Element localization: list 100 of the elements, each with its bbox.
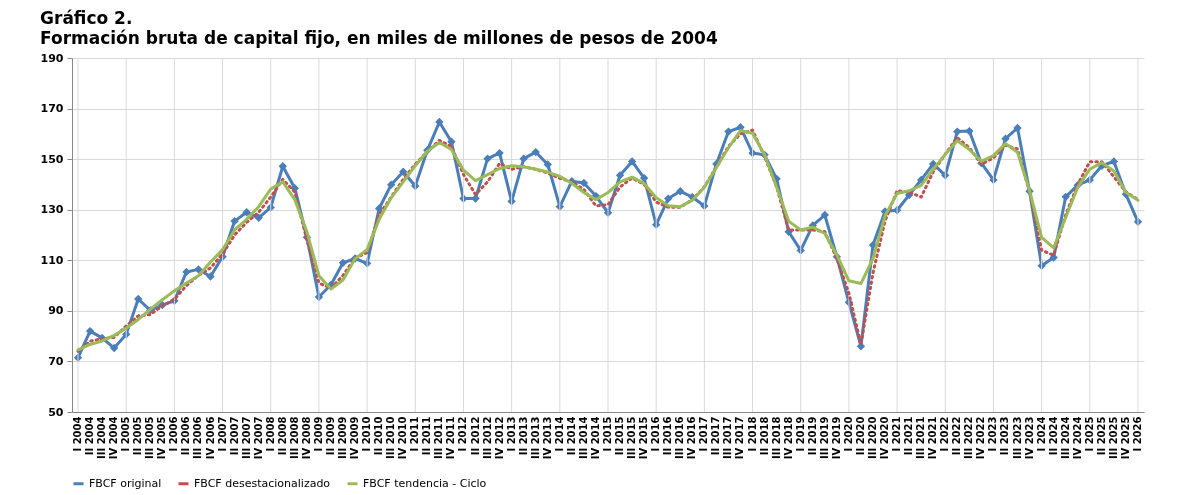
x-tick-label: IV 2013 [541, 416, 553, 460]
x-tick-label: II 2023 [999, 416, 1011, 456]
x-tick-label: IV 2014 [589, 416, 601, 460]
x-tick-label: III 2012 [481, 416, 493, 459]
legend-label: FBCF tendencia - Ciclo [363, 476, 487, 490]
x-tick-label: III 2014 [577, 416, 589, 459]
x-tick-label: II 2018 [758, 416, 770, 456]
y-tick-label: 50 [48, 405, 64, 419]
y-tick-label: 170 [40, 102, 64, 116]
x-tick-label: I 2019 [794, 416, 806, 452]
x-tick-label: III 2010 [385, 416, 397, 459]
x-tick-label: III 2011 [433, 416, 445, 459]
x-tick-label: I 2006 [168, 416, 180, 452]
x-tick-label: IV 2010 [397, 416, 409, 460]
x-tick-label: I 2009 [312, 416, 324, 452]
x-tick-label: III 2018 [770, 416, 782, 459]
x-tick-label: III 2022 [963, 416, 975, 459]
x-tick-label: III 2015 [626, 416, 638, 459]
x-tick-label: IV 2024 [1071, 416, 1083, 460]
x-tick-label: I 2013 [505, 416, 517, 452]
x-tick-label: IV 2021 [927, 416, 939, 460]
x-tick-label: I 2011 [409, 416, 421, 452]
x-tick-label: III 2023 [1011, 416, 1023, 459]
x-tick-label: II 2015 [614, 416, 626, 456]
x-tick-label: III 2005 [144, 416, 156, 459]
legend-label: FBCF original [89, 476, 162, 490]
x-tick-label: IV 2009 [349, 416, 361, 460]
x-tick-label: I 2026 [1131, 416, 1143, 452]
x-tick-label: III 2013 [529, 416, 541, 459]
x-tick-label: I 2018 [746, 416, 758, 452]
x-tick-label: I 2010 [361, 416, 373, 452]
x-tick-label: I 2016 [650, 416, 662, 452]
x-tick-label: IV 2008 [300, 416, 312, 460]
x-tick-label: IV 2005 [156, 416, 168, 460]
x-tick-label: I 2007 [216, 416, 228, 452]
x-tick-label: III 2016 [674, 416, 686, 459]
x-tick-label: III 2020 [866, 416, 878, 459]
x-tick-label: II 2007 [228, 416, 240, 456]
x-tick-label: III 2017 [722, 416, 734, 459]
x-tick-label: IV 2023 [1023, 416, 1035, 460]
x-tick-label: II 2025 [1095, 416, 1107, 456]
x-tick-label: III 2006 [192, 416, 204, 459]
x-tick-label: IV 2020 [879, 416, 891, 460]
x-tick-label: IV 2022 [975, 416, 987, 460]
x-tick-label: I 2022 [939, 416, 951, 452]
x-tick-label: II 2009 [324, 416, 336, 456]
x-tick-label: I 2025 [1083, 416, 1095, 452]
x-tick-label: II 2004 [84, 416, 96, 456]
x-tick-label: II 2005 [132, 416, 144, 456]
x-tick-label: I 2015 [602, 416, 613, 452]
x-tick-label: I 2021 [891, 416, 903, 452]
x-tick-label: II 2021 [903, 416, 915, 456]
x-tick-label: I 2008 [264, 416, 276, 452]
y-tick-label: 130 [40, 203, 64, 217]
x-tick-label: IV 2006 [204, 416, 216, 460]
x-tick-label: II 2011 [421, 416, 433, 456]
x-tick-label: I 2012 [457, 416, 469, 452]
x-tick-label: I 2020 [842, 416, 854, 452]
x-tick-label: III 2021 [915, 416, 927, 459]
x-tick-label: II 2008 [276, 416, 288, 456]
x-tick-label: II 2016 [662, 416, 674, 456]
y-tick-label: 70 [48, 354, 64, 368]
x-tick-label: IV 2025 [1119, 416, 1131, 460]
x-tick-label: IV 2015 [638, 416, 650, 460]
x-tick-label: I 2017 [698, 416, 710, 452]
x-tick-label: II 2017 [710, 416, 722, 456]
x-tick-label: II 2014 [565, 416, 577, 456]
chart-subtitle: Formación bruta de capital fijo, en miles de millones de pesos de 2004 [40, 28, 718, 48]
y-tick-label: 90 [48, 304, 64, 318]
x-tick-label: IV 2018 [782, 416, 794, 460]
x-tick-label: I 2014 [553, 416, 565, 452]
legend-label: FBCF desestacionalizado [194, 476, 331, 490]
y-tick-label: 110 [40, 253, 64, 267]
x-tick-label: IV 2012 [493, 416, 505, 460]
x-tick-label: IV 2011 [445, 416, 457, 460]
x-tick-label: II 2012 [469, 416, 481, 456]
x-tick-label: III 2024 [1059, 416, 1071, 459]
x-tick-label: III 2008 [288, 416, 300, 459]
x-tick-label: III 2009 [337, 416, 349, 459]
y-tick-label: 150 [40, 152, 64, 166]
x-tick-label: III 2019 [818, 416, 830, 459]
x-tick-label: IV 2019 [830, 416, 842, 460]
chart-title: Gráfico 2. [40, 8, 133, 28]
x-tick-label: II 2010 [373, 416, 385, 456]
y-tick-label: 190 [40, 51, 64, 65]
x-tick-label: IV 2007 [252, 416, 264, 460]
x-tick-label: I 2024 [1035, 416, 1047, 452]
x-tick-label: II 2006 [180, 416, 192, 456]
x-tick-label: III 2007 [240, 416, 252, 459]
x-tick-label: I 2004 [72, 416, 84, 452]
x-tick-label: IV 2017 [734, 416, 746, 460]
x-tick-label: II 2024 [1047, 416, 1059, 456]
x-tick-label: II 2022 [951, 416, 963, 456]
x-tick-label: IV 2004 [108, 416, 120, 460]
x-tick-label: II 2013 [517, 416, 529, 456]
x-tick-label: I 2023 [987, 416, 999, 452]
x-tick-label: III 2025 [1107, 416, 1119, 459]
x-tick-label: II 2020 [854, 416, 866, 456]
x-tick-label: II 2019 [806, 416, 818, 456]
x-tick-label: IV 2016 [686, 416, 698, 460]
